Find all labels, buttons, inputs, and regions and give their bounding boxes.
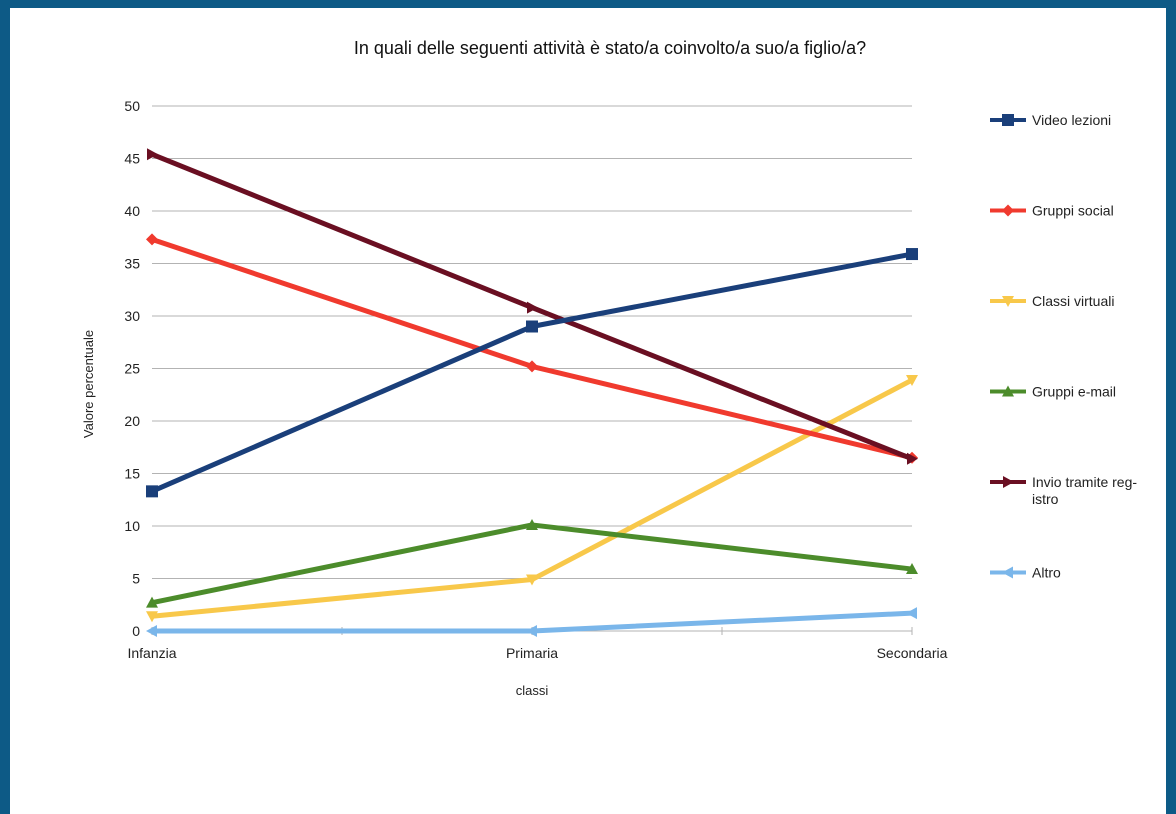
legend-label: Gruppi social — [1032, 203, 1114, 219]
series-1 — [146, 233, 918, 464]
data-point-marker — [526, 625, 537, 637]
x-axis-label: classi — [516, 683, 549, 698]
x-tick-label: Infanzia — [127, 645, 176, 661]
series-lines — [146, 148, 918, 637]
legend-label: Altro — [1032, 565, 1061, 581]
legend: Video lezioni Gruppi social Classi virtual… — [990, 112, 1137, 581]
legend-label: Gruppi e-mail — [1032, 384, 1116, 400]
series-4 — [147, 148, 918, 465]
data-point-marker — [146, 596, 158, 608]
chart-frame: In quali delle seguenti attività è stato… — [10, 8, 1166, 814]
series-2 — [146, 375, 918, 623]
data-point-marker — [146, 233, 158, 246]
data-point-marker — [526, 518, 538, 530]
data-point-marker — [906, 563, 918, 575]
legend-item: Invio tramite reg-istro — [990, 474, 1137, 507]
data-point-marker — [1002, 385, 1014, 397]
data-point-marker — [147, 148, 158, 161]
data-point-marker — [146, 485, 158, 498]
data-point-marker — [906, 375, 918, 387]
data-point-marker — [526, 360, 538, 373]
legend-label: Video lezioni — [1032, 112, 1111, 128]
data-point-marker — [526, 320, 538, 333]
y-tick-label: 45 — [124, 151, 140, 167]
data-point-marker — [906, 607, 917, 620]
data-point-marker — [1002, 114, 1014, 126]
legend-label: Invio tramite reg-istro — [1032, 474, 1137, 507]
line-chart: In quali delle seguenti attività è stato… — [81, 38, 1137, 698]
legend-item: Video lezioni — [990, 112, 1111, 128]
axes: 0 5 10 15 20 25 30 35 40 45 50 Infanzia Primaria Seco… — [124, 98, 947, 661]
series-line — [149, 236, 915, 461]
series-3 — [146, 518, 918, 608]
legend-item: Classi virtuali — [990, 293, 1114, 309]
chart-title: In quali delle seguenti attività è stato… — [354, 38, 866, 58]
legend-item: Altro — [990, 565, 1061, 581]
data-point-marker — [1003, 476, 1014, 488]
legend-label: Classi virtuali — [1032, 293, 1114, 309]
y-tick-label: 20 — [124, 413, 140, 429]
x-tick-label: Primaria — [506, 645, 558, 661]
series-line — [149, 522, 915, 606]
y-tick-label: 0 — [132, 623, 140, 639]
series-line — [149, 251, 915, 494]
data-point-marker — [1002, 204, 1014, 217]
y-axis-label: Valore percentuale — [81, 330, 96, 438]
y-tick-label: 10 — [124, 518, 140, 534]
data-point-marker — [526, 574, 538, 586]
y-tick-label: 35 — [124, 256, 140, 272]
data-point-marker — [527, 301, 538, 314]
series-0 — [146, 248, 918, 498]
legend-item: Gruppi e-mail — [990, 384, 1116, 400]
series-5 — [146, 607, 917, 637]
y-tick-label: 25 — [124, 361, 140, 377]
data-point-marker — [1002, 566, 1013, 579]
x-tick-label: Secondaria — [877, 645, 948, 661]
legend-item: Gruppi social — [990, 203, 1114, 219]
y-tick-label: 15 — [124, 466, 140, 482]
data-point-marker — [907, 452, 918, 465]
y-tick-label: 40 — [124, 203, 140, 219]
data-point-marker — [1002, 296, 1014, 307]
data-point-marker — [146, 611, 158, 623]
y-tick-label: 50 — [124, 98, 140, 114]
y-tick-label: 30 — [124, 308, 140, 324]
data-point-marker — [146, 625, 157, 637]
data-point-marker — [906, 248, 918, 261]
y-tick-label: 5 — [132, 571, 140, 587]
